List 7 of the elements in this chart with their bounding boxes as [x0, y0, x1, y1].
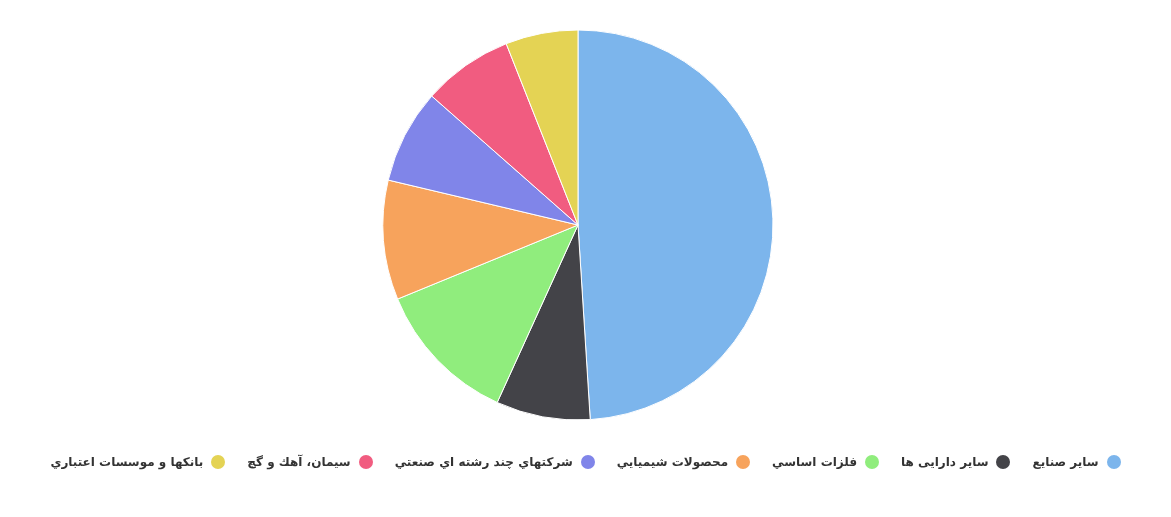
legend-label: ساير صنايع — [1032, 455, 1099, 469]
legend-label: محصولات شيميايي — [616, 455, 729, 469]
legend-label: ساير دارايی ها — [901, 455, 989, 469]
legend-label: سيمان، آهك و گچ — [247, 455, 351, 469]
legend-label: شركتهاي چند رشته اي صنعتي — [394, 455, 573, 469]
legend-label: فلزات اساسي — [772, 455, 858, 469]
legend-label: بانكها و موسسات اعتباري — [50, 455, 204, 469]
